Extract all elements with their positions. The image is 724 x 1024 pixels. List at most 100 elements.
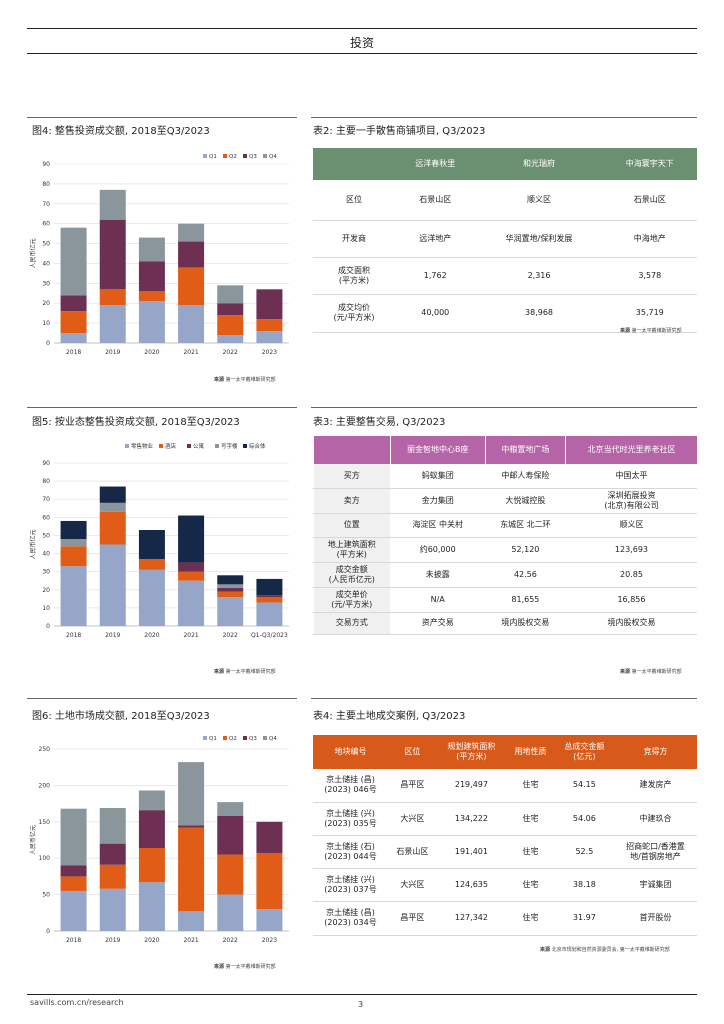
x-tick-label: 2022 xyxy=(223,937,238,944)
table-cell: 127,342 xyxy=(436,901,507,936)
y-tick-label: 70 xyxy=(42,496,50,503)
bar-segment xyxy=(217,315,244,336)
table-header-cell: 中粮置地广场 xyxy=(484,436,566,464)
y-tick-label: 200 xyxy=(39,782,51,789)
table-row: 成交单价 (元/平方米) N/A 81,655 16,856 xyxy=(313,587,697,613)
x-tick-label: Q1-Q3/2023 xyxy=(251,632,288,639)
bar-segment xyxy=(60,333,87,343)
bar-segment xyxy=(178,762,205,826)
bar-segment xyxy=(256,602,283,626)
bar-segment xyxy=(60,890,87,931)
table-row: 地上建筑面积 (平方米) 约60,000 52,120 123,693 xyxy=(313,537,697,563)
legend-label: Q4 xyxy=(269,154,277,160)
table-cell: 京土储挂 (昌) (2023) 034号 xyxy=(313,901,388,936)
y-tick-label: 20 xyxy=(42,300,50,307)
legend-label: Q4 xyxy=(269,736,277,742)
table-cell: 40,000 xyxy=(395,294,476,333)
table-header-cell: 用地性质 xyxy=(506,735,555,769)
table-cell: 未披露 xyxy=(389,562,486,588)
bar-segment xyxy=(256,821,283,854)
table-header-cell: 区位 xyxy=(387,735,437,769)
table-cell: 地上建筑面积 (平方米) xyxy=(313,537,391,563)
table-cell: 219,497 xyxy=(436,769,507,803)
x-tick-label: 2022 xyxy=(223,349,238,356)
table-cell: 昌平区 xyxy=(387,769,437,803)
table-cell: 京土储挂 (昌) (2023) 046号 xyxy=(313,769,388,803)
y-tick-label: 50 xyxy=(42,892,50,899)
table2-title: 表2: 主要一手散售商铺项目, Q3/2023 xyxy=(313,126,486,137)
footer-url[interactable]: savills.com.cn/research xyxy=(30,998,124,1007)
bar-segment xyxy=(99,289,126,306)
table-cell: 54.15 xyxy=(554,769,614,803)
y-tick-label: 90 xyxy=(42,460,50,467)
bar-segment xyxy=(138,301,165,343)
bar-segment xyxy=(217,587,244,592)
bar-segment xyxy=(178,515,205,563)
bar-segment xyxy=(99,486,126,503)
table-cell: 大兴区 xyxy=(387,868,437,902)
table-header-row: 丽金智地中心B座 中粮置地广场 北京当代时光里养老社区 xyxy=(313,436,697,464)
table-header-cell: 和光瑞府 xyxy=(475,148,603,180)
page-header-title: 投资 xyxy=(349,36,374,50)
y-tick-label: 100 xyxy=(39,855,51,862)
table-cell: 境内股权交易 xyxy=(484,612,566,635)
legend-item: Q3 xyxy=(243,154,257,160)
bar-segment xyxy=(178,580,205,626)
table-cell: 首开股份 xyxy=(613,901,697,936)
table-row: 交易方式 资产交易 境内股权交易 境内股权交易 xyxy=(313,612,697,635)
table-cell: 建发房产 xyxy=(613,769,697,803)
fig5-title: 图5: 按业态整售投资成交额, 2018至Q3/2023 xyxy=(32,417,240,428)
bar-segment xyxy=(138,261,165,292)
bar-segment xyxy=(138,848,165,883)
table-cell: 成交面积 (平方米) xyxy=(313,257,396,295)
y-tick-label: 0 xyxy=(46,928,50,935)
fig4-title: 图4: 整售投资成交额, 2018至Q3/2023 xyxy=(32,126,210,137)
legend-label: Q2 xyxy=(229,736,237,742)
table-cell: 顺义区 xyxy=(475,180,603,221)
table4-source: 来源 北京市规划和自然资源委员会, 第一太平戴维斯研究部 xyxy=(540,947,670,953)
legend-item: 酒店 xyxy=(159,442,177,450)
legend-swatch xyxy=(243,444,247,448)
table-header-cell: 北京当代时光里养老社区 xyxy=(564,436,697,464)
table-cell: 大兴区 xyxy=(387,802,437,836)
table-cell: 中国太平 xyxy=(564,464,697,489)
table-cell: 81,655 xyxy=(484,587,566,613)
section-rule xyxy=(27,698,297,699)
fig4-source: 来源 第一太平戴维斯研究部 xyxy=(214,377,276,383)
bar-segment xyxy=(60,566,87,626)
legend-label: 写字楼 xyxy=(221,442,238,450)
bar-segment xyxy=(138,790,165,811)
legend-item: Q1 xyxy=(203,154,217,160)
bar-segment xyxy=(99,888,126,931)
table-cell: 191,401 xyxy=(436,835,507,869)
legend-swatch xyxy=(223,736,227,740)
header-rule-bottom xyxy=(27,53,697,54)
bar-segment xyxy=(138,291,165,302)
table-header-row: 地块编号 区位 规划建筑面积 (平方米) 用地性质 总成交金额 (亿元) 竞得方 xyxy=(313,735,697,769)
x-tick-label: 2018 xyxy=(66,349,81,356)
table-cell: 开发商 xyxy=(313,220,396,258)
table-cell: 54.06 xyxy=(554,802,614,836)
bar-segment xyxy=(60,227,87,296)
table-cell: 20.85 xyxy=(564,562,697,588)
y-tick-label: 50 xyxy=(42,532,50,539)
bar-segment xyxy=(99,807,126,844)
section-rule xyxy=(311,698,697,699)
table-cell: 38.18 xyxy=(554,868,614,902)
bar-segment xyxy=(178,911,205,931)
table-cell: 资产交易 xyxy=(389,612,486,635)
table-cell: 中建玖合 xyxy=(613,802,697,836)
x-tick-label: 2020 xyxy=(144,937,159,944)
legend-label: Q1 xyxy=(209,736,217,742)
y-tick-label: 90 xyxy=(42,161,50,168)
section-rule xyxy=(311,117,697,118)
y-tick-label: 30 xyxy=(42,280,50,287)
table-row: 买方 蚂蚁集团 中邮人寿保险 中国太平 xyxy=(313,464,697,489)
x-tick-label: 2021 xyxy=(183,632,198,639)
footer-rule xyxy=(27,994,697,995)
table3: 丽金智地中心B座 中粮置地广场 北京当代时光里养老社区 买方 蚂蚁集团 中邮人寿保险 中国太… xyxy=(313,436,697,635)
bar-segment xyxy=(217,591,244,598)
legend-label: Q3 xyxy=(249,154,257,160)
table-cell: 石景山区 xyxy=(387,835,437,869)
bar-segment xyxy=(99,864,126,889)
